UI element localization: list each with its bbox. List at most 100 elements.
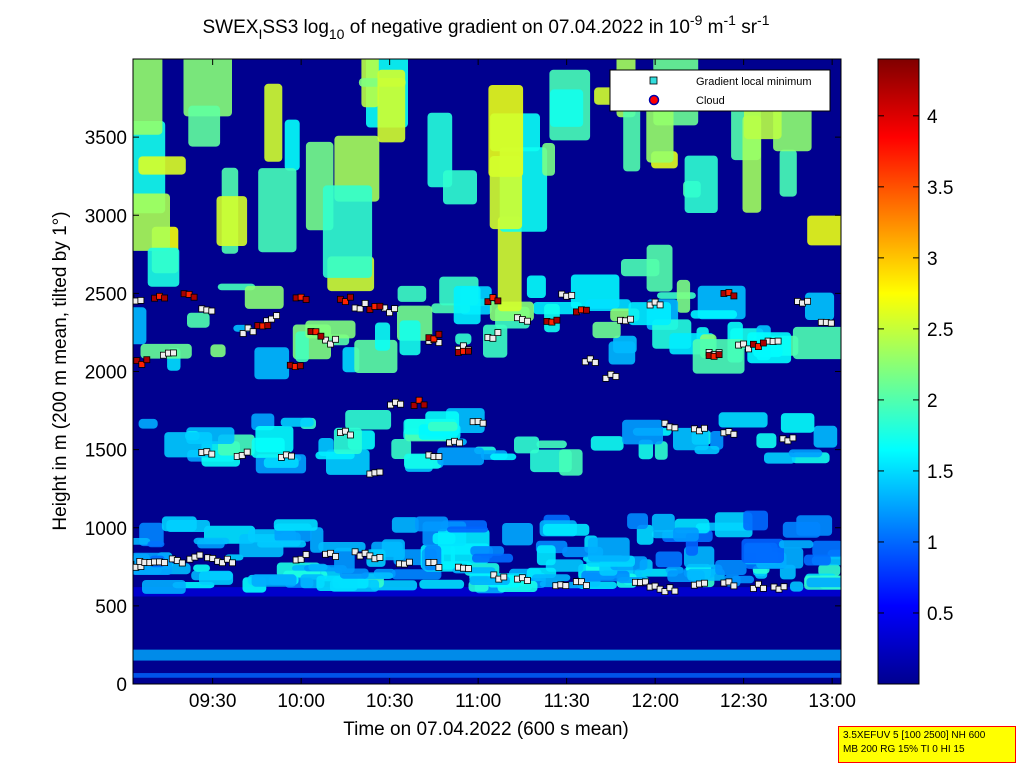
heatmap-cell [193, 564, 210, 572]
gradient-minimum-marker [341, 427, 349, 435]
x-tick-label: 10:00 [277, 691, 325, 712]
heatmap-cell [542, 523, 590, 536]
gradient-minimum-marker [297, 555, 305, 563]
heatmap-cell [273, 519, 318, 531]
heatmap-cell [280, 417, 314, 427]
heatmap-cell [455, 333, 472, 345]
gradient-minimum-marker [568, 291, 576, 299]
heatmap-cell [654, 441, 668, 460]
gradient-minimum-marker [302, 551, 310, 558]
heatmap-cell [756, 433, 777, 449]
heatmap-cell [381, 539, 405, 561]
heatmap-cell [590, 436, 624, 451]
gradient-minimum-marker [244, 324, 252, 332]
heatmap-cell [138, 156, 186, 175]
heatmap-cell [133, 673, 841, 678]
gradient-minimum-marker [740, 340, 747, 348]
heatmap-cell [427, 421, 458, 432]
cloud-marker [341, 298, 349, 306]
heatmap-cell [788, 449, 823, 458]
heatmap-cell [526, 275, 546, 298]
colorbar-tick-label: 4 [927, 107, 938, 128]
heatmap-cell [399, 320, 421, 356]
heatmap-cell [263, 457, 299, 468]
heatmap-cell [142, 580, 186, 594]
heatmap-cell [790, 581, 804, 592]
heatmap-cell [714, 512, 753, 538]
gradient-minimum-marker [243, 448, 251, 456]
gradient-minimum-marker [327, 340, 335, 348]
heatmap-cell [792, 326, 841, 360]
cloud-marker [190, 293, 198, 301]
heatmap-cell [676, 279, 691, 313]
gradient-minimum-marker [755, 580, 762, 588]
gradient-minimum-marker [435, 453, 443, 461]
gradient-minimum-marker [524, 577, 531, 584]
heatmap-cell [255, 426, 294, 453]
gradient-minimum-marker [332, 335, 340, 343]
cloud-marker [317, 332, 325, 340]
heatmap-cell [812, 540, 841, 557]
x-axis-label: Time on 07.04.2022 (600 s mean) [343, 719, 629, 740]
heatmap [133, 59, 841, 678]
x-tick-label: 13:00 [808, 691, 856, 712]
cloud-marker [553, 316, 561, 324]
gradient-minimum-marker [208, 450, 216, 458]
heatmap-cell [446, 526, 489, 533]
heatmap-cell [710, 431, 724, 450]
heatmap-cell [453, 285, 481, 325]
heatmap-cell [251, 574, 297, 587]
heatmap-cell [779, 149, 797, 197]
markers [133, 289, 835, 595]
gradient-minimum-marker [223, 555, 231, 563]
y-tick-label: 500 [95, 597, 127, 618]
heatmap-cell [257, 540, 307, 548]
heatmap-cell [437, 447, 484, 466]
heatmap-cell [183, 59, 232, 117]
gradient-minimum-marker [268, 315, 276, 323]
heatmap-cell [443, 170, 477, 205]
heatmap-cell [216, 196, 248, 246]
cloud-marker [435, 330, 443, 338]
heatmap-cell [502, 523, 533, 546]
x-tick-label: 09:30 [189, 691, 237, 712]
gradient-minimum-marker [750, 585, 757, 592]
heatmap-cell [627, 513, 648, 529]
info-line-2: MB 200 RG 15% TI 0 HI 15 [843, 744, 965, 755]
gradient-minimum-marker [356, 305, 364, 313]
gradient-minimum-marker [346, 431, 354, 439]
heatmap-cell [295, 331, 309, 362]
heatmap-cell [743, 510, 768, 531]
gradient-minimum-marker [524, 317, 531, 325]
colorbar-tick-label: 1 [927, 533, 938, 554]
heatmap-cell [778, 540, 814, 549]
gradient-minimum-marker [725, 578, 733, 586]
gradient-minimum-marker [239, 330, 247, 337]
heatmap-cell [361, 572, 394, 579]
x-tick-label: 11:00 [455, 691, 501, 712]
gradient-minimum-marker [562, 582, 570, 589]
plot-area [132, 58, 842, 685]
cloud-marker [161, 294, 169, 302]
gradient-minimum-marker [405, 558, 413, 566]
heatmap-cell [284, 119, 300, 171]
cloud-marker [420, 401, 428, 409]
gradient-minimum-marker [376, 554, 384, 561]
gradient-minimum-marker [500, 573, 508, 581]
cloud-marker [583, 306, 590, 314]
gradient-minimum-marker [671, 587, 679, 595]
heatmap-cell [536, 440, 567, 449]
legend-box [609, 69, 831, 112]
gradient-minimum-marker [774, 337, 782, 345]
gradient-minimum-marker [701, 424, 708, 432]
heatmap-cell [818, 564, 841, 576]
gradient-minimum-marker [489, 334, 497, 342]
cloud-marker [464, 347, 472, 355]
heatmap-cell [147, 541, 165, 548]
legend-label-cloud: Cloud [696, 95, 725, 107]
chart-title: SWEXISS3 log10 of negative gradient on 0… [203, 12, 770, 42]
heatmap-cell [651, 513, 675, 532]
gradient-minimum-marker [249, 328, 257, 336]
legend-marker-cloud [648, 94, 660, 106]
heatmap-cell [550, 89, 584, 127]
